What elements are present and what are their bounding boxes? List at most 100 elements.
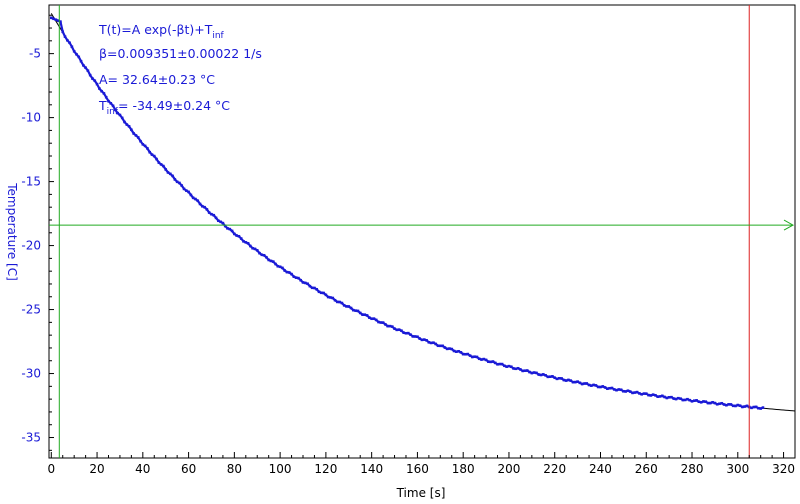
data-point — [365, 314, 369, 317]
data-point — [530, 371, 534, 375]
arrow-right-icon — [783, 219, 795, 231]
data-point — [189, 193, 193, 197]
x-tick-label: 20 — [89, 462, 104, 476]
data-point — [326, 295, 330, 299]
data-point — [738, 404, 742, 407]
data-point — [523, 369, 527, 372]
data-point — [310, 286, 314, 290]
data-point — [157, 161, 161, 164]
data-point — [441, 344, 444, 348]
y-tick-label: -5 — [29, 47, 41, 61]
data-point — [560, 377, 563, 380]
x-tick-label: 220 — [543, 462, 566, 476]
data-point — [622, 389, 625, 393]
data-point — [418, 337, 422, 340]
data-point — [214, 216, 218, 220]
data-point — [72, 50, 76, 53]
data-point — [267, 258, 270, 262]
data-point — [578, 381, 582, 385]
data-point — [654, 393, 657, 397]
data-point — [670, 395, 673, 399]
data-point — [571, 380, 575, 384]
data-point — [729, 403, 733, 406]
annotation-line-2: β=0.009351±0.00022 1/s — [99, 46, 262, 61]
data-point — [116, 111, 119, 115]
data-point — [313, 286, 316, 290]
data-point — [603, 386, 607, 389]
data-point — [315, 288, 319, 291]
data-point — [120, 116, 124, 120]
data-point — [727, 403, 730, 406]
data-point — [539, 373, 543, 377]
data-point — [265, 255, 268, 259]
data-point — [219, 220, 222, 224]
data-point — [525, 369, 529, 372]
x-tick-label: 40 — [135, 462, 150, 476]
y-tick-label: -20 — [21, 239, 41, 253]
data-point — [546, 375, 550, 379]
data-point — [384, 323, 387, 326]
data-point — [59, 20, 62, 23]
data-point — [79, 59, 83, 63]
data-point — [317, 290, 321, 294]
data-point — [278, 265, 282, 269]
x-axis-label: Time [s] — [396, 486, 446, 500]
data-point — [402, 331, 405, 335]
data-point — [347, 305, 351, 308]
data-point — [255, 249, 259, 252]
data-point — [416, 335, 419, 338]
y-tick-label: -10 — [21, 111, 41, 125]
data-point — [594, 384, 598, 387]
data-point — [741, 405, 744, 409]
data-point — [569, 379, 573, 382]
data-point — [436, 344, 440, 348]
data-point — [743, 405, 746, 408]
data-point — [152, 154, 156, 158]
data-point — [734, 404, 737, 408]
data-point — [683, 398, 687, 402]
data-point — [333, 298, 337, 302]
data-point — [420, 338, 424, 342]
data-point — [166, 171, 170, 174]
data-point — [432, 341, 435, 344]
data-point — [180, 184, 184, 187]
data-point — [759, 407, 762, 410]
data-point — [413, 335, 417, 338]
data-point — [521, 369, 524, 373]
data-point — [493, 361, 497, 365]
data-point — [466, 352, 470, 356]
data-point — [404, 331, 408, 335]
data-point — [434, 342, 438, 346]
data-point — [230, 229, 234, 233]
data-point — [301, 281, 305, 284]
data-point — [324, 293, 328, 297]
data-point — [111, 104, 115, 108]
data-point — [68, 41, 71, 45]
data-point — [379, 321, 383, 324]
data-point — [84, 66, 87, 69]
data-point — [567, 378, 570, 382]
data-point — [294, 276, 298, 279]
data-point — [253, 247, 257, 251]
data-point — [297, 276, 300, 280]
data-point — [445, 347, 449, 351]
data-point — [162, 164, 165, 168]
data-point — [86, 69, 90, 72]
cursor-lines[interactable] — [49, 5, 795, 458]
data-point — [500, 362, 504, 366]
data-point — [118, 113, 122, 117]
data-point — [88, 73, 92, 77]
data-point — [136, 136, 140, 139]
data-point — [82, 64, 85, 67]
data-point — [663, 395, 666, 399]
data-point — [283, 269, 286, 272]
data-point — [345, 305, 348, 308]
data-point — [217, 219, 220, 223]
data-point — [196, 199, 200, 203]
data-point — [146, 147, 149, 150]
x-tick-label: 160 — [406, 462, 429, 476]
data-point — [123, 120, 126, 124]
data-point — [656, 395, 659, 398]
data-point — [370, 317, 373, 321]
